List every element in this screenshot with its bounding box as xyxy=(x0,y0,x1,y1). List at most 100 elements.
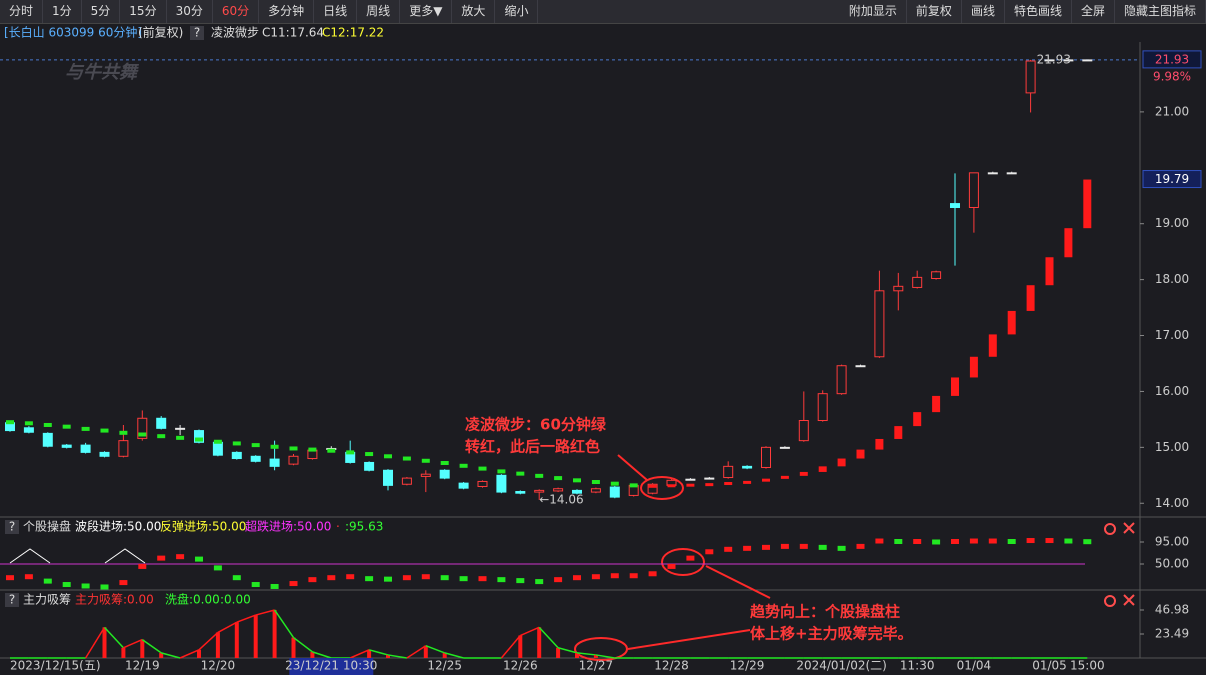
toolbar-button[interactable]: 隐藏主图指标 xyxy=(1115,0,1206,23)
toolbar-button[interactable]: 更多▼ xyxy=(400,0,453,23)
indicator-bar xyxy=(818,466,827,472)
dash-bar xyxy=(705,549,714,555)
indicator-bar xyxy=(724,482,733,486)
indicator-bar xyxy=(573,478,581,483)
help[interactable]: ? xyxy=(9,520,15,534)
panel-icons[interactable] xyxy=(1104,522,1135,607)
x-tick-label: 2024/01/02(二) xyxy=(796,659,887,673)
indicator-bar xyxy=(213,439,222,444)
indicator-bar xyxy=(270,444,279,449)
indicator-bar xyxy=(157,434,166,439)
toolbar-button[interactable]: 日线 xyxy=(314,0,358,23)
dash-bar xyxy=(1083,539,1092,545)
toolbar-button[interactable]: 附加显示 xyxy=(840,0,907,23)
indicator-bar xyxy=(81,426,90,431)
indicator-bar xyxy=(24,421,33,426)
candle-body xyxy=(401,477,412,485)
candle-body xyxy=(496,474,507,493)
toolbar-button[interactable]: 放大 xyxy=(452,0,496,23)
y-tick-label: 50.00 xyxy=(1155,556,1189,570)
dash-bar xyxy=(932,539,941,545)
price-box xyxy=(1142,50,1202,69)
x-tick-label: 2023/12/15(五) xyxy=(10,659,101,673)
indicator-bar xyxy=(346,450,355,455)
toolbar-button[interactable]: 15分 xyxy=(120,0,167,23)
symbol: [长白山 603099 60分钟] xyxy=(4,25,142,40)
candle-body xyxy=(723,465,734,479)
toolbar-button[interactable]: 5分 xyxy=(82,0,121,23)
toolbar-button[interactable]: 全屏 xyxy=(1072,0,1115,23)
candle-body xyxy=(931,271,942,279)
toolbar-button[interactable]: 30分 xyxy=(167,0,213,23)
legend-item: 反弹进场:50.00 xyxy=(160,520,246,534)
candle-body xyxy=(893,285,904,292)
spike-line xyxy=(273,609,295,638)
help-box[interactable] xyxy=(5,593,19,607)
candle-body xyxy=(609,486,620,498)
dash-bar xyxy=(969,538,978,544)
c2: C12:17.22 xyxy=(322,26,384,40)
candle-body xyxy=(269,458,280,467)
indicator-bar xyxy=(119,430,128,435)
y-tick-label: 17.00 xyxy=(1155,328,1189,342)
spike-line xyxy=(179,649,200,659)
indicator-bar xyxy=(327,448,336,453)
cursor-label-bg xyxy=(289,658,374,675)
dash-bar xyxy=(43,578,52,584)
dash-bar xyxy=(913,539,922,545)
toolbar-button[interactable]: 特色画线 xyxy=(1005,0,1072,23)
help-box[interactable] xyxy=(5,520,19,534)
dash-bar xyxy=(951,539,959,545)
candle-body xyxy=(99,451,110,457)
spike-bar xyxy=(423,645,428,658)
toolbar-button[interactable]: 60分 xyxy=(213,0,260,23)
dash-bar xyxy=(6,575,14,581)
indicator-bar xyxy=(648,484,657,488)
spike-bar xyxy=(215,632,220,658)
legend-item: 洗盘:0.00 xyxy=(165,592,220,607)
y-tick-label: 15.00 xyxy=(1155,440,1189,454)
toolbar-button[interactable]: 分时 xyxy=(0,0,44,23)
indicator-bar xyxy=(440,461,449,466)
help-box[interactable] xyxy=(190,26,204,40)
dash-bar xyxy=(1026,538,1035,544)
y-tick-label: 46.98 xyxy=(1155,602,1189,616)
toolbar-button[interactable]: 周线 xyxy=(357,0,401,23)
toolbar-button[interactable]: 画线 xyxy=(962,0,1005,23)
dash-bar xyxy=(402,575,411,581)
dash-bar xyxy=(308,577,317,583)
candle-body xyxy=(118,440,129,457)
candle-body xyxy=(761,446,771,468)
callout: 体上移+主力吸筹完毕。 xyxy=(750,625,913,643)
dash-bar xyxy=(648,571,657,577)
candle-body xyxy=(1063,59,1074,62)
indicator-bar xyxy=(1026,285,1035,311)
toolbar-button[interactable]: 前复权 xyxy=(907,0,962,23)
indicator-bar xyxy=(951,377,959,396)
toolbar-button[interactable]: 缩小 xyxy=(495,0,539,23)
candle-body xyxy=(250,455,261,462)
y-tick-label: 16.00 xyxy=(1155,384,1189,398)
spike-bar xyxy=(253,615,258,658)
dash-bar xyxy=(837,545,846,551)
legend-item: 波段进场:50.00 xyxy=(75,519,161,534)
toolbar-button[interactable]: 多分钟 xyxy=(259,0,315,23)
candle-body xyxy=(817,393,828,422)
help[interactable]: ? xyxy=(194,26,200,40)
spike-line xyxy=(123,638,143,649)
candle-body xyxy=(515,491,526,494)
indicator-bar xyxy=(516,471,525,476)
spike-line xyxy=(387,654,408,659)
indicator-bar xyxy=(308,447,317,452)
candle-body xyxy=(704,477,715,480)
help[interactable]: ? xyxy=(9,593,15,607)
spike-line xyxy=(161,652,181,659)
indicator-bar xyxy=(497,469,506,474)
dash-bar xyxy=(327,575,336,581)
dash-bar xyxy=(894,539,903,545)
toolbar-button[interactable]: 1分 xyxy=(43,0,82,23)
spike-bar xyxy=(537,627,542,658)
spike-line xyxy=(217,621,238,634)
callout: 转红，此后一路红色 xyxy=(465,438,600,456)
callout: 趋势向上：个股操盘柱 xyxy=(750,603,900,621)
